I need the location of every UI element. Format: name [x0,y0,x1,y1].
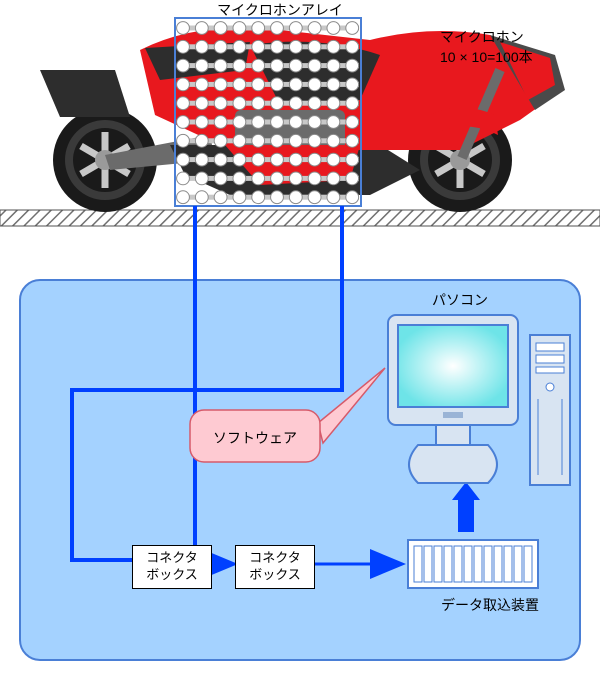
mic-count-value: 10 × 10=100本 [440,48,595,68]
pc-tower [530,335,570,485]
data-acquisition-unit [408,540,538,588]
mic-count: マイクロホン 10 × 10=100本 [440,28,595,67]
daq-label: データ取込装置 [410,595,570,615]
ground [0,210,600,226]
mic-array-label: マイクロホンアレイ [180,0,380,20]
connector-box-2: コネクタ ボックス [235,545,315,589]
mic-count-title: マイクロホン [440,28,595,48]
connector-box-1: コネクタ ボックス [132,545,212,589]
software-label: ソフトウェア [190,428,320,448]
pc-label: パソコン [400,290,520,310]
